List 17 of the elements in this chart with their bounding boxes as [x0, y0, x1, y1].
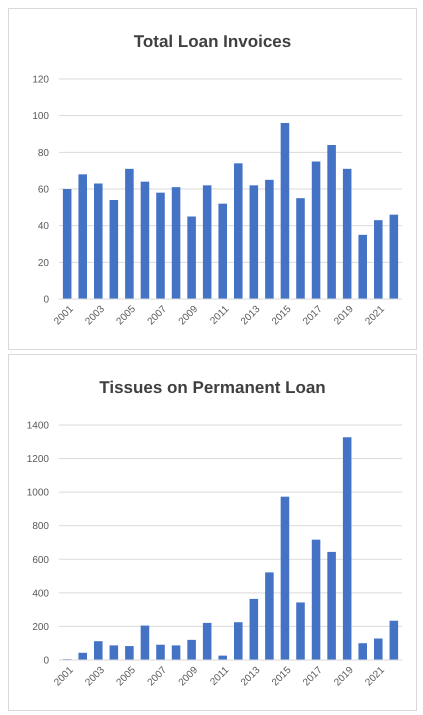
y-tick-label: 0 [43, 656, 50, 666]
y-tick-label: 20 [38, 258, 50, 269]
y-tick-label: 40 [38, 221, 50, 232]
y-tick-label: 600 [32, 554, 50, 566]
y-tick-label: 1000 [26, 488, 50, 499]
chart-title: Total Loan Invoices [134, 32, 292, 51]
y-tick-label: 800 [32, 521, 50, 532]
y-tick-label: 80 [38, 148, 50, 159]
y-tick-label: 400 [32, 588, 50, 600]
y-tick-label: 0 [43, 294, 50, 306]
y-tick-label: 200 [32, 622, 50, 633]
y-tick-label: 120 [32, 74, 50, 86]
y-tick-label: 1400 [26, 420, 50, 432]
chart-title: Tissues on Permanent Loan [99, 378, 326, 397]
y-tick-label: 100 [32, 111, 50, 122]
y-tick-label: 60 [38, 184, 50, 196]
y-tick-label: 1200 [26, 454, 50, 466]
